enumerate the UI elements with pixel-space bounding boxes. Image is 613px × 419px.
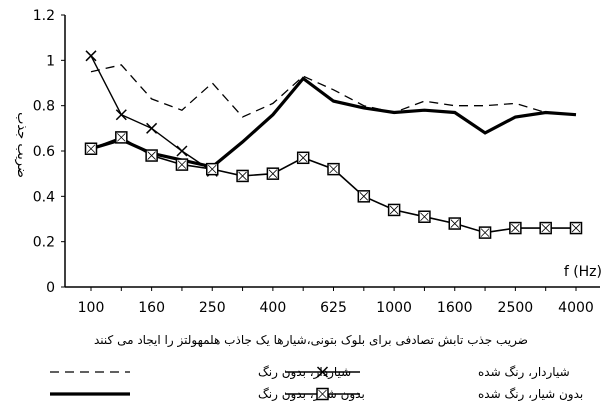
data-point <box>175 158 189 171</box>
x-tick-label: 625 <box>320 300 347 316</box>
series-line <box>90 76 577 169</box>
data-point <box>478 226 492 239</box>
y-tick-label: 0.6 <box>33 144 55 160</box>
series-3 <box>90 76 577 169</box>
box-marker-cross <box>389 205 399 215</box>
box-marker-cross <box>298 153 308 163</box>
box-marker-cross <box>268 169 278 178</box>
x-tick-label: 160 <box>138 300 165 316</box>
y-tick-label: 0.4 <box>33 189 55 205</box>
data-point <box>387 203 401 217</box>
box-marker-cross <box>86 144 96 154</box>
data-point <box>85 50 97 62</box>
x-tick-label: 1000 <box>376 300 412 316</box>
box-marker-cross <box>450 219 460 228</box>
legend-item: بدون شیار، رنگ شده <box>285 387 583 402</box>
legend-label: شیاردار، رنگ شده <box>478 365 570 380</box>
x-tick-label: 1600 <box>437 300 473 316</box>
box-marker-cross <box>147 151 156 160</box>
data-point <box>146 122 158 134</box>
series-4 <box>84 131 583 239</box>
x-marker-stroke <box>85 50 97 62</box>
x-marker-stroke <box>176 145 188 157</box>
data-point <box>115 131 128 144</box>
x-tick-label: 250 <box>199 300 226 316</box>
x-tick-label: 2500 <box>498 300 534 316</box>
legend-item: شیاردار، رنگ شده <box>285 365 570 380</box>
data-point <box>357 190 371 203</box>
data-point <box>266 167 280 180</box>
data-point <box>206 162 219 176</box>
x-marker-stroke <box>115 109 127 121</box>
y-tick-label: 1 <box>46 53 55 69</box>
data-point <box>539 221 552 235</box>
box-marker-cross <box>207 164 217 174</box>
y-tick-label: 0.2 <box>33 235 55 251</box>
data-point <box>569 221 583 235</box>
series-1 <box>90 64 577 118</box>
chart-caption: ضریب جذب تابش تصادفی برای بلوک بتونی،شیا… <box>94 333 528 348</box>
box-marker-cross <box>318 389 327 399</box>
x-axis-label: f (Hz) <box>564 264 602 280</box>
series-layer <box>84 50 583 239</box>
x-marker-stroke <box>146 122 158 134</box>
y-tick-label: 0 <box>46 280 55 296</box>
x-tick-label: 4000 <box>558 300 594 316</box>
data-point <box>145 149 158 162</box>
box-marker-cross <box>177 160 187 169</box>
data-point <box>418 210 431 223</box>
x-marker-stroke <box>316 366 329 378</box>
y-tick-label: 0.8 <box>33 99 55 115</box>
box-marker-cross <box>329 164 338 174</box>
box-marker-cross <box>238 171 247 181</box>
y-axis-label: ضریب جذب <box>14 112 29 178</box>
data-point <box>327 162 340 176</box>
data-point <box>448 217 461 230</box>
legend-label: بدون شیار، رنگ شده <box>478 387 583 402</box>
x-tick-label: 100 <box>78 300 105 316</box>
series-line <box>90 136 576 234</box>
box-marker-cross <box>571 223 581 233</box>
x-tick-label: 400 <box>260 300 287 316</box>
box-marker-cross <box>117 133 126 142</box>
series-line <box>90 64 577 118</box>
data-point <box>509 221 522 235</box>
box-marker-cross <box>420 212 429 222</box>
data-point <box>296 151 310 165</box>
y-tick-label: 1.2 <box>33 8 55 24</box>
data-point <box>176 145 188 157</box>
box-marker-cross <box>541 223 550 233</box>
box-marker-cross <box>511 223 520 233</box>
axes: 0 0.2 0.4 0.6 0.8 1 1.2 100 160 250 400 625 1000 1600… <box>33 8 600 316</box>
data-point <box>115 109 127 121</box>
data-point <box>236 169 249 183</box>
box-marker-cross <box>480 228 490 237</box>
box-marker-cross <box>359 192 369 201</box>
data-point <box>84 142 98 155</box>
